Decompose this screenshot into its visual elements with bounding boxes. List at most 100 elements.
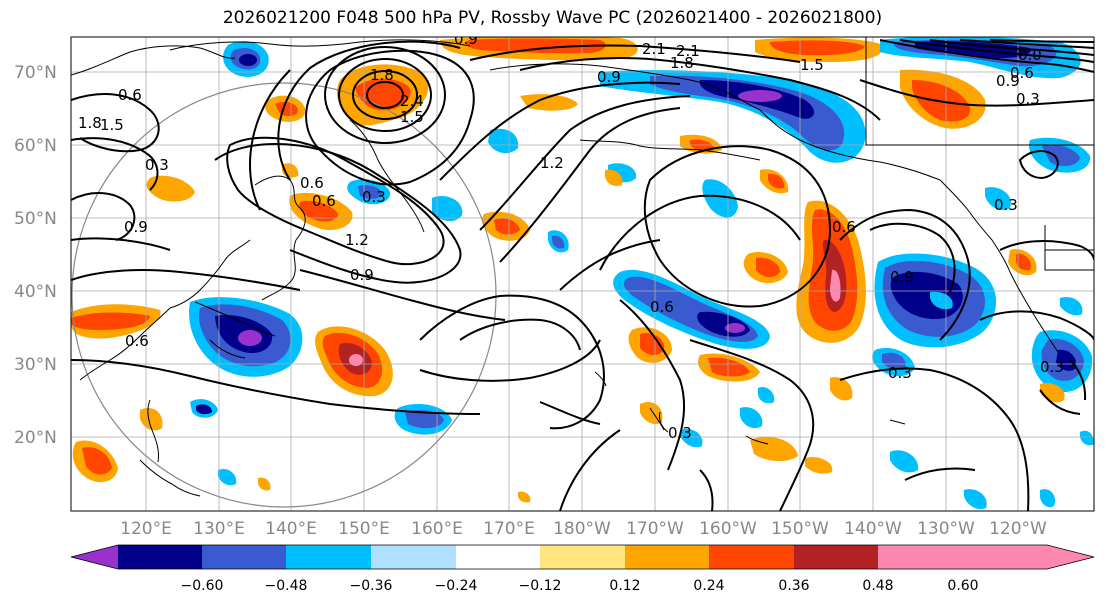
anomaly-positive: [275, 102, 298, 117]
colorbar-tick-label: 0.36: [778, 578, 809, 594]
anomaly-positive: [708, 357, 750, 377]
colorbar-bin: [878, 545, 963, 569]
anomaly-positive: [805, 456, 833, 474]
contour-label: 0.9: [996, 72, 1020, 90]
colorbar-extend-high: [963, 545, 1094, 569]
anomaly-negative: [1080, 430, 1094, 446]
anomaly-positive: [1016, 253, 1031, 271]
contour-label: 0.6: [832, 218, 856, 236]
anomaly-negative: [985, 187, 1011, 211]
lon-label: 180°W: [553, 519, 611, 539]
contour-label: 0.9: [454, 30, 478, 48]
contour-label: 0.6: [300, 174, 324, 192]
anomaly-positive: [465, 38, 606, 54]
chart-title: 2026021200 F048 500 hPa PV, Rossby Wave …: [222, 8, 883, 28]
anomaly-negative: [930, 291, 953, 310]
colorbar-bin: [202, 545, 286, 569]
lon-label: 170°W: [626, 519, 684, 539]
latitude-labels: 70°N 60°N 50°N 40°N 30°N 20°N: [14, 63, 57, 448]
contour-label: 1.8: [370, 66, 394, 84]
lon-label: 130°W: [917, 519, 975, 539]
anomaly-positive: [770, 40, 865, 56]
contour-label: 0.3: [668, 424, 692, 442]
pv-contours: [71, 39, 1094, 511]
contour-labels: 0.9 1.2 1.5 1.8 2.1 2.4 0.9 1.8 1.5 2.1 …: [78, 30, 1064, 442]
anomaly-positive: [349, 354, 363, 366]
colorbar-bin: [286, 545, 371, 569]
lat-label: 30°N: [14, 355, 57, 375]
contour-label: 0.9: [597, 68, 621, 86]
colorbar-bin: [371, 545, 456, 569]
anomaly-positive: [258, 477, 271, 491]
anomaly-negative: [738, 90, 782, 102]
colorbar-tick-label: 0.60: [947, 578, 978, 594]
anomaly-positive: [494, 218, 520, 235]
anomaly-positive: [520, 94, 578, 111]
contour-label: 0.3: [145, 156, 169, 174]
lon-label: 140°W: [844, 519, 902, 539]
lat-label: 60°N: [14, 136, 57, 156]
contour-label: 0.9: [890, 268, 914, 286]
anomaly-negative: [1056, 349, 1077, 371]
anomaly-negative: [680, 428, 703, 448]
map-border: [70, 36, 1095, 512]
lat-label: 50°N: [14, 209, 57, 229]
anomaly-positive: [640, 332, 665, 356]
anomaly-negative: [650, 75, 845, 151]
contour-label: 2.4: [400, 92, 424, 110]
colorbar-tick-label: −0.12: [519, 578, 562, 594]
contour-label: 0.6: [118, 86, 142, 104]
lat-label: 20°N: [14, 428, 57, 448]
contour-label: 0.3: [994, 196, 1018, 214]
contour-label: 0.6: [1010, 64, 1034, 82]
anomaly-negative: [740, 407, 763, 429]
anomaly-positive: [518, 491, 531, 503]
colorbar-tick-label: 0.12: [609, 578, 640, 594]
colorbar-tick-label: −0.24: [435, 578, 478, 594]
contour-label: 1.5: [400, 108, 424, 126]
contour-label: 0.3: [1016, 90, 1040, 108]
anomaly-negative: [218, 468, 237, 486]
colorbar-bin: [625, 545, 709, 569]
anomaly-negative: [964, 489, 987, 510]
range-circle: [71, 82, 497, 508]
anomaly-negative: [432, 195, 463, 222]
colorbar-tick-label: 0.48: [862, 578, 893, 594]
colorbar-tick-label: −0.60: [181, 578, 224, 594]
anomaly-negative: [239, 54, 257, 66]
lat-label: 40°N: [14, 282, 57, 302]
longitude-labels: 120°E 130°E 140°E 150°E 160°E 170°E 180°…: [120, 519, 1047, 539]
lon-label: 150°W: [771, 519, 829, 539]
colorbar-bin: [794, 545, 878, 569]
contour-label: 0.0: [1018, 46, 1042, 64]
anomaly-positive: [830, 269, 841, 302]
colorbar-bin: [118, 545, 202, 569]
contour-label: 1.2: [345, 231, 369, 249]
anomaly-negative: [405, 410, 444, 429]
contour-label: 1.8: [670, 54, 694, 72]
contour-label: 0.9: [350, 266, 374, 284]
anomaly-negative: [882, 352, 906, 370]
colorbar-bin: [456, 545, 540, 569]
contour-label: 0.6: [312, 192, 336, 210]
anomaly-negative: [890, 450, 919, 473]
anomaly-positive: [830, 377, 853, 401]
anomaly-positive: [82, 447, 112, 475]
anomaly-negative: [1040, 489, 1056, 508]
anomaly-negative: [1060, 296, 1083, 316]
contour-label: 2.1: [676, 42, 700, 60]
contour-label: 0.3: [1040, 358, 1064, 376]
lon-label: 140°E: [265, 519, 317, 539]
colorbar-tick-label: 0.24: [693, 578, 724, 594]
anomaly-negative: [238, 330, 262, 346]
contour-label: 1.8: [78, 114, 102, 132]
contour-label: 0.3: [888, 364, 912, 382]
lon-label: 150°E: [338, 519, 390, 539]
anomaly-positive: [146, 175, 195, 202]
lon-label: 170°E: [483, 519, 535, 539]
contour-label: 0.3: [362, 188, 386, 206]
colorbar-extend-low: [71, 545, 118, 569]
lon-label: 120°W: [989, 519, 1047, 539]
anomaly-positive: [768, 173, 785, 189]
